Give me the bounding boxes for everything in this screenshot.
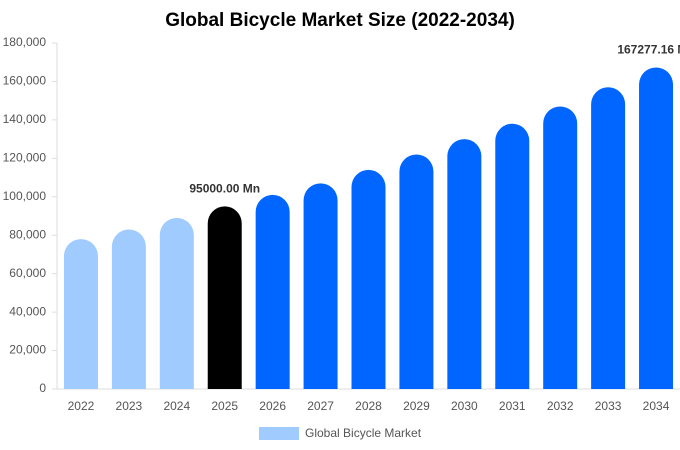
y-tick-label: 160,000 xyxy=(3,74,47,88)
bar xyxy=(447,139,482,389)
x-tick-label: 2030 xyxy=(451,399,478,413)
x-tick-label: 2034 xyxy=(643,399,670,413)
bar xyxy=(303,183,338,389)
x-tick-label: 2026 xyxy=(259,399,286,413)
x-tick-label: 2023 xyxy=(116,399,143,413)
x-tick-label: 2032 xyxy=(547,399,574,413)
y-tick-label: 0 xyxy=(39,381,46,395)
x-tick-label: 2029 xyxy=(403,399,430,413)
y-tick-label: 120,000 xyxy=(3,151,47,165)
bar xyxy=(591,87,626,389)
x-tick-label: 2022 xyxy=(68,399,95,413)
bar xyxy=(111,229,146,389)
y-tick-label: 140,000 xyxy=(3,112,47,126)
bar xyxy=(63,239,98,389)
legend-swatch xyxy=(259,427,299,440)
bar xyxy=(399,154,434,389)
chart-title: Global Bicycle Market Size (2022-2034) xyxy=(165,10,515,31)
x-tick-label: 2025 xyxy=(211,399,238,413)
bar xyxy=(255,194,290,389)
bar xyxy=(543,106,578,389)
x-tick-label: 2024 xyxy=(163,399,190,413)
value-label: 167277.16 Mn xyxy=(617,43,680,57)
x-tick-label: 2028 xyxy=(355,399,382,413)
bar xyxy=(495,123,530,390)
x-tick-label: 2031 xyxy=(499,399,526,413)
value-label: 95000.00 Mn xyxy=(189,182,260,196)
y-tick-label: 40,000 xyxy=(9,304,46,318)
bar xyxy=(159,217,194,389)
bar xyxy=(351,169,386,389)
y-tick-label: 80,000 xyxy=(9,227,46,241)
y-tick-label: 60,000 xyxy=(9,266,46,280)
x-tick-label: 2033 xyxy=(595,399,622,413)
y-tick-label: 100,000 xyxy=(3,189,47,203)
y-tick-label: 20,000 xyxy=(9,343,46,357)
bar xyxy=(639,67,674,390)
y-tick-label: 180,000 xyxy=(3,35,47,49)
legend-label: Global Bicycle Market xyxy=(305,426,422,440)
x-tick-label: 2027 xyxy=(307,399,334,413)
bar xyxy=(207,206,242,389)
